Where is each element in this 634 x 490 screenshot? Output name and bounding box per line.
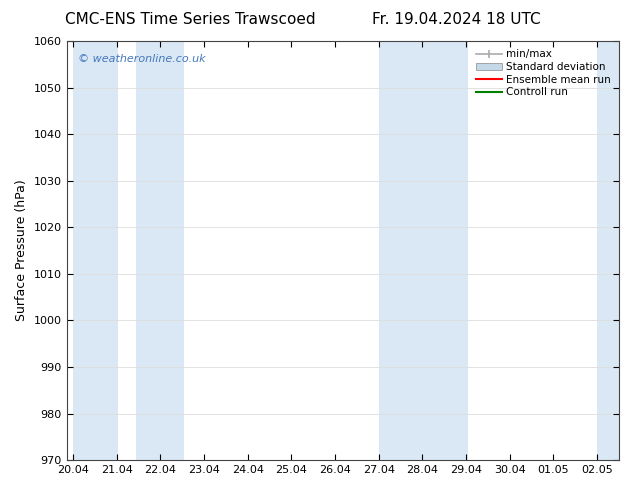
Y-axis label: Surface Pressure (hPa): Surface Pressure (hPa) [15, 180, 28, 321]
Bar [420, 41, 469, 460]
Bar [597, 41, 634, 460]
Text: CMC-ENS Time Series Trawscoed: CMC-ENS Time Series Trawscoed [65, 12, 316, 27]
Bar [73, 41, 118, 460]
Bar [136, 41, 184, 460]
Text: Fr. 19.04.2024 18 UTC: Fr. 19.04.2024 18 UTC [372, 12, 541, 27]
Bar [378, 41, 424, 460]
Text: © weatheronline.co.uk: © weatheronline.co.uk [77, 53, 205, 64]
Legend: min/max, Standard deviation, Ensemble mean run, Controll run: min/max, Standard deviation, Ensemble me… [472, 46, 614, 100]
